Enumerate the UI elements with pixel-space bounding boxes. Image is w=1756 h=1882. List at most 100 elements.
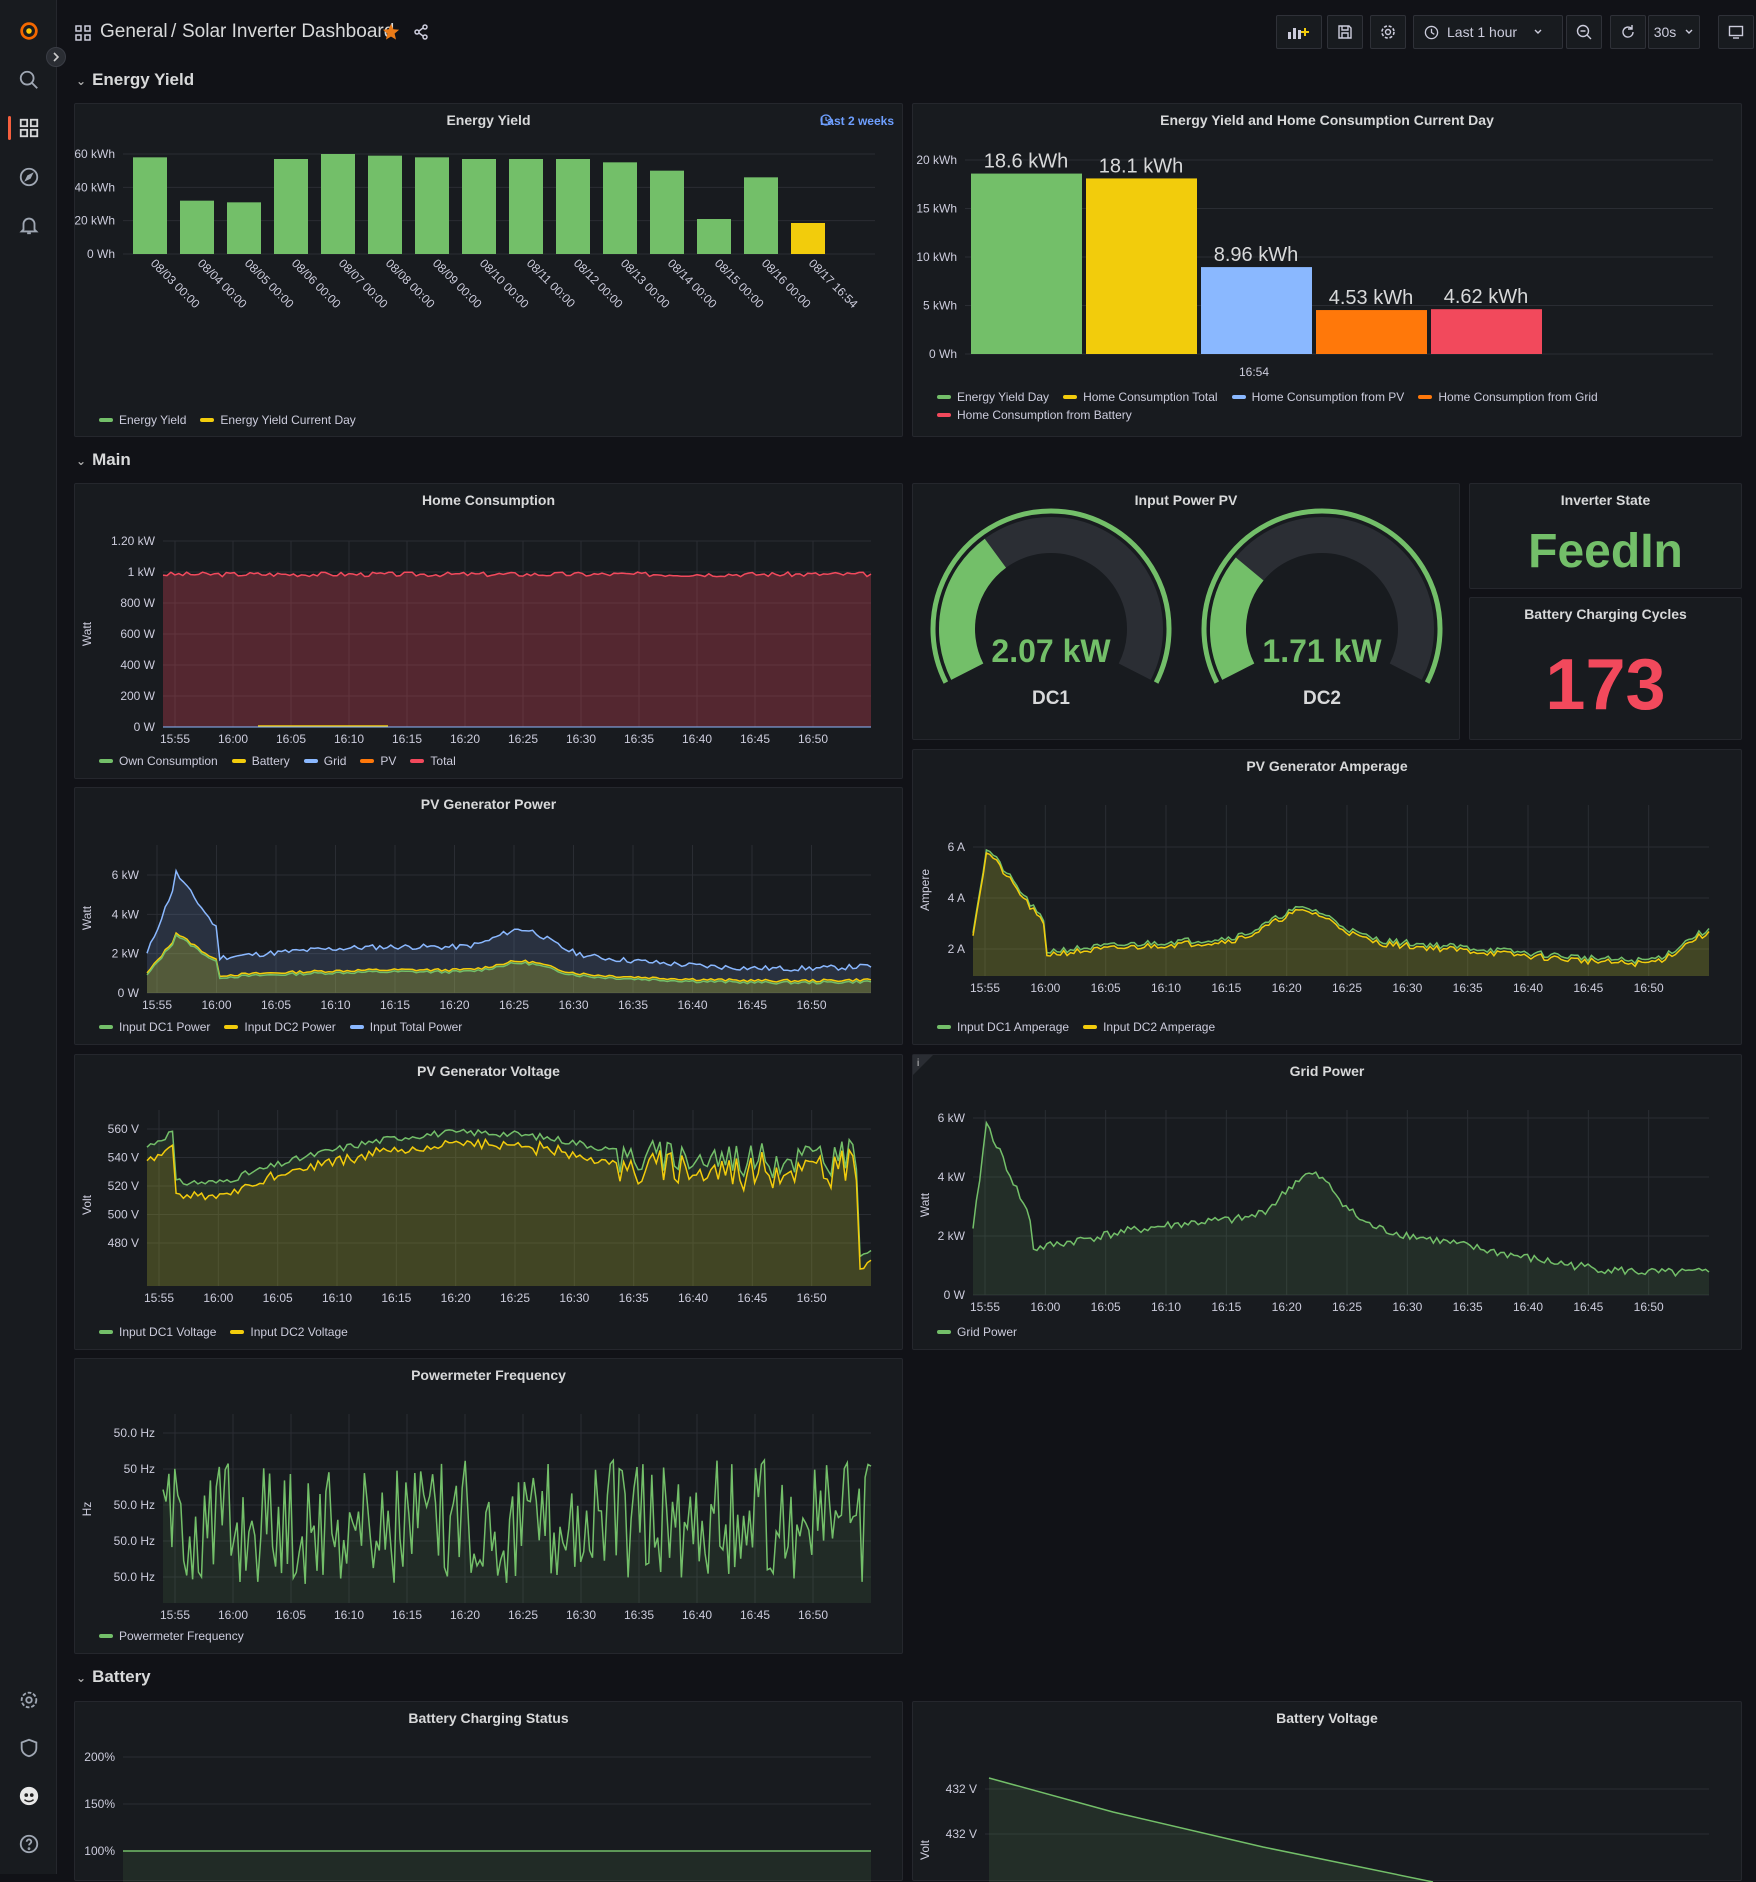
x-tick-label: 16:25 bbox=[1332, 981, 1362, 995]
x-tick-label: 16:05 bbox=[1091, 1300, 1121, 1314]
refresh-button[interactable] bbox=[1610, 15, 1646, 49]
y-tick-label: 0 Wh bbox=[87, 247, 115, 261]
legend-item[interactable]: Input DC1 Voltage bbox=[99, 1325, 216, 1339]
legend-item[interactable]: Energy Yield Current Day bbox=[200, 413, 356, 427]
alerting-bell-icon[interactable] bbox=[14, 210, 44, 240]
help-icon[interactable] bbox=[14, 1829, 44, 1859]
panel-title: Energy Yield and Home Consumption Curren… bbox=[1160, 112, 1494, 128]
y-axis-label: Hz bbox=[80, 1502, 94, 1517]
panel-current-day[interactable]: Energy Yield and Home Consumption Curren… bbox=[912, 103, 1742, 437]
x-tick-label: 16:30 bbox=[559, 1291, 589, 1305]
legend-item[interactable]: Input DC2 Amperage bbox=[1083, 1020, 1215, 1034]
chevron-down-icon bbox=[1685, 29, 1693, 34]
panel-inverter-state[interactable]: Inverter State FeedIn bbox=[1469, 483, 1742, 589]
legend-item[interactable]: PV bbox=[360, 754, 396, 768]
row-battery[interactable]: ⌄ Battery bbox=[76, 1667, 151, 1687]
bar bbox=[1086, 178, 1197, 354]
add-panel-button[interactable] bbox=[1276, 15, 1322, 49]
legend-item[interactable]: Home Consumption from Grid bbox=[1418, 390, 1598, 404]
panel-energy-yield[interactable]: Energy Yield Last 2 weeks 0 Wh 20 kWh 40 k… bbox=[74, 103, 903, 437]
bar bbox=[744, 177, 778, 254]
time-picker-button[interactable]: Last 1 hour bbox=[1413, 15, 1563, 49]
panel-info-corner-icon[interactable]: i bbox=[913, 1055, 933, 1075]
row-energy-yield[interactable]: ⌄ Energy Yield bbox=[76, 70, 194, 90]
x-tick-label: 16:00 bbox=[1030, 1300, 1060, 1314]
user-avatar-icon[interactable] bbox=[14, 1781, 44, 1811]
y-tick-label: 0 W bbox=[118, 986, 140, 1000]
panel-pv-amperage[interactable]: PV Generator Amperage 2 A 4 A 6 A 15:55 16:0… bbox=[912, 749, 1742, 1045]
panel-battery-voltage[interactable]: Battery Voltage 432 V 432 V Volt bbox=[912, 1701, 1742, 1882]
panel-battery-cycles[interactable]: Battery Charging Cycles 173 bbox=[1469, 597, 1742, 740]
legend-item[interactable]: Energy Yield Day bbox=[937, 390, 1049, 404]
grafana-logo-icon[interactable] bbox=[14, 16, 44, 46]
dashboard-settings-button[interactable] bbox=[1370, 15, 1406, 49]
chevron-down-icon: ⌄ bbox=[76, 454, 87, 468]
legend-item[interactable]: Grid bbox=[303, 754, 346, 768]
legend-item[interactable]: Grid Power bbox=[937, 1325, 1017, 1339]
favorite-star-icon[interactable] bbox=[382, 23, 400, 41]
dc2-power-series-line bbox=[146, 931, 872, 983]
legend-item[interactable]: Energy Yield bbox=[99, 413, 186, 427]
share-icon[interactable] bbox=[413, 24, 429, 40]
legend: Grid Power bbox=[937, 1325, 1017, 1339]
expand-sidebar-button[interactable] bbox=[46, 47, 66, 67]
legend-item[interactable]: Powermeter Frequency bbox=[99, 1629, 244, 1643]
x-tick-label: 16:15 bbox=[392, 1608, 422, 1622]
dashboards-icon[interactable] bbox=[14, 113, 44, 143]
dashboard-title[interactable]: Solar Inverter Dashboard bbox=[182, 21, 395, 42]
y-tick-label: 6 kW bbox=[112, 868, 140, 882]
breadcrumb-folder[interactable]: General bbox=[100, 21, 168, 42]
y-tick-label: 50.0 Hz bbox=[114, 1498, 155, 1512]
y-tick-label: 2 A bbox=[948, 942, 965, 956]
legend-item[interactable]: Home Consumption Total bbox=[1063, 390, 1218, 404]
legend-item[interactable]: Input DC1 Amperage bbox=[937, 1020, 1069, 1034]
legend-label: Total bbox=[430, 754, 456, 768]
panel-grid-power[interactable]: i Grid Power 0 W 2 kW 4 kW 6 kW 15:55 16:00 16… bbox=[912, 1054, 1742, 1350]
gauge-value-arc bbox=[1210, 557, 1264, 680]
x-tick-label: 15:55 bbox=[970, 1300, 1000, 1314]
panel-pv-voltage[interactable]: PV Generator Voltage 480 V 500 V 520 V 540 … bbox=[74, 1054, 903, 1350]
refresh-interval-picker[interactable]: 30s bbox=[1648, 15, 1700, 49]
panel-battery-status[interactable]: Battery Charging Status 100% 150% 200% bbox=[74, 1701, 903, 1882]
panel-title: PV Generator Amperage bbox=[1246, 758, 1408, 774]
legend-item[interactable]: Total bbox=[410, 754, 456, 768]
legend-label: Battery bbox=[251, 754, 290, 768]
x-tick-label: 16:10 bbox=[334, 1608, 364, 1622]
bar bbox=[133, 157, 167, 254]
panel-frequency[interactable]: Powermeter Frequency 50.0 Hz 50.0 Hz 50.0 … bbox=[74, 1358, 903, 1654]
legend-item[interactable]: Home Consumption from PV bbox=[1231, 390, 1404, 404]
legend-label: Grid Power bbox=[957, 1325, 1018, 1339]
legend-item[interactable]: Own Consumption bbox=[99, 754, 218, 768]
server-admin-shield-icon[interactable] bbox=[14, 1733, 44, 1763]
bar bbox=[791, 223, 825, 254]
legend-item[interactable]: Home Consumption from Battery bbox=[937, 408, 1132, 422]
tv-mode-button[interactable] bbox=[1718, 15, 1754, 49]
legend-item[interactable]: Input DC2 Voltage bbox=[230, 1325, 348, 1339]
save-dashboard-button[interactable] bbox=[1327, 15, 1363, 49]
y-tick-label: 15 kWh bbox=[916, 202, 957, 216]
legend-item[interactable]: Input Total Power bbox=[349, 1020, 462, 1034]
chevron-down-icon: ⌄ bbox=[76, 74, 87, 88]
y-axis-label: Volt bbox=[80, 1194, 94, 1215]
legend-item[interactable]: Input DC2 Power bbox=[224, 1020, 336, 1034]
x-tick-label: 16:45 bbox=[740, 1608, 770, 1622]
x-tick-label: 16:25 bbox=[508, 732, 538, 746]
zoom-out-button[interactable] bbox=[1566, 15, 1602, 49]
bar bbox=[1431, 309, 1542, 354]
legend-item[interactable]: Battery bbox=[231, 754, 290, 768]
x-tick-label: 16:40 bbox=[1513, 981, 1543, 995]
x-tick-label: 16:10 bbox=[334, 732, 364, 746]
configuration-gear-icon[interactable] bbox=[14, 1685, 44, 1715]
search-icon[interactable] bbox=[14, 65, 44, 95]
panel-title: PV Generator Voltage bbox=[417, 1063, 560, 1079]
x-tick-label: 08/11 00:00 bbox=[524, 256, 578, 310]
bar bbox=[180, 200, 214, 254]
row-main[interactable]: ⌄ Main bbox=[76, 450, 131, 470]
panel-home-consumption[interactable]: Home Consumption 0 W 200 W 400 W 600 W 800 W… bbox=[74, 483, 903, 779]
explore-compass-icon[interactable] bbox=[14, 162, 44, 192]
panel-pv-power[interactable]: PV Generator Power 0 W 2 kW 4 kW 6 kW 15:55 1… bbox=[74, 787, 903, 1045]
chevron-right-icon bbox=[53, 52, 60, 62]
panel-input-power-pv[interactable]: Input Power PV 2.07 kW DC1 1.71 kW DC2 bbox=[912, 483, 1460, 740]
legend-item[interactable]: Input DC1 Power bbox=[99, 1020, 210, 1034]
